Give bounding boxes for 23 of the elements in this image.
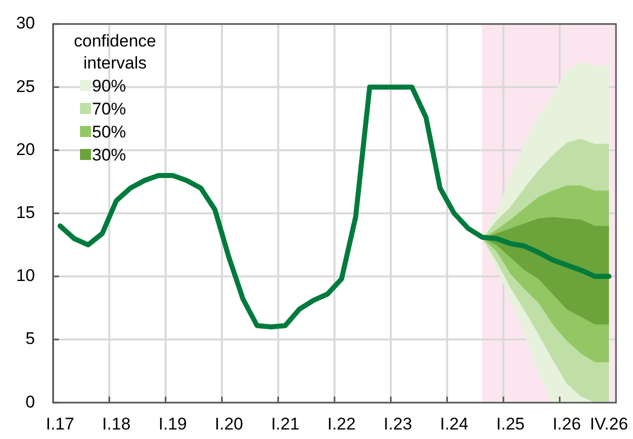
- y-tick-label: 5: [26, 329, 35, 348]
- y-tick-label: 25: [16, 76, 35, 96]
- legend-title: confidence intervals: [74, 32, 156, 73]
- x-tick-label: I.20: [214, 414, 244, 434]
- x-tick-label: I.17: [46, 414, 74, 434]
- x-tick-label: I.21: [271, 414, 300, 434]
- y-tick-label: 20: [16, 140, 35, 159]
- legend-label: 90%: [92, 76, 126, 96]
- x-tick-label: I.23: [384, 414, 412, 434]
- legend-label: 70%: [92, 100, 126, 119]
- x-tick-label: I.26: [552, 414, 581, 434]
- y-tick-label: 10: [16, 266, 35, 286]
- legend-label: 30%: [92, 146, 126, 165]
- x-tick-label: I.22: [327, 414, 356, 434]
- x-tick-label: I.18: [102, 414, 131, 434]
- x-tick-label: IV.26: [590, 414, 628, 434]
- y-tick-label: 15: [16, 202, 35, 222]
- legend-label: 50%: [92, 122, 126, 142]
- y-tick-label: 30: [16, 14, 35, 33]
- y-tick-label: 0: [26, 392, 35, 412]
- x-tick-label: I.24: [440, 414, 468, 434]
- x-tick-label: I.25: [496, 414, 525, 434]
- x-tick-label: I.19: [158, 414, 187, 434]
